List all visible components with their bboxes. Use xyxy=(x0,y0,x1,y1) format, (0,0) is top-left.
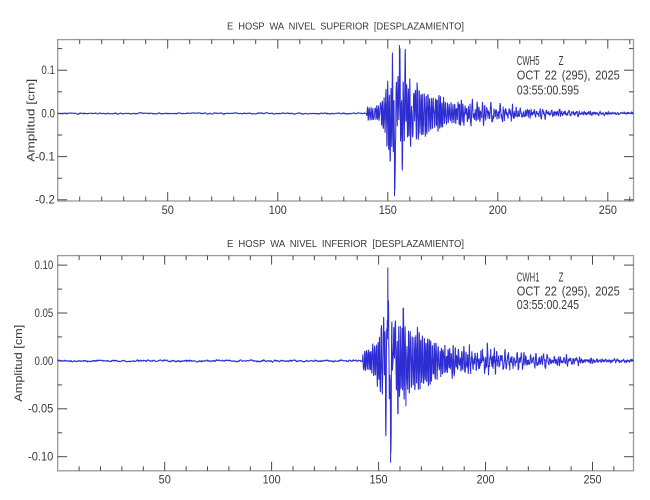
svg-text:250: 250 xyxy=(584,473,602,487)
svg-text:E HOSP WA NIVEL SUPERIOR [DESP: E HOSP WA NIVEL SUPERIOR [DESPLAZAMIENTO… xyxy=(227,22,464,33)
svg-text:150: 150 xyxy=(370,473,388,487)
svg-text:OCT 22 (295), 2025: OCT 22 (295), 2025 xyxy=(517,284,620,298)
svg-text:0.0: 0.0 xyxy=(41,106,55,120)
svg-text:Z: Z xyxy=(559,54,564,68)
svg-text:50: 50 xyxy=(162,203,174,217)
svg-text:150: 150 xyxy=(379,203,397,217)
svg-text:OCT 22 (295), 2025: OCT 22 (295), 2025 xyxy=(517,69,620,83)
svg-text:50: 50 xyxy=(159,473,171,487)
svg-text:0.00: 0.00 xyxy=(35,354,54,368)
svg-text:0.1: 0.1 xyxy=(41,63,55,77)
svg-text:200: 200 xyxy=(477,473,495,487)
svg-text:0.05: 0.05 xyxy=(35,306,54,320)
svg-text:-0.05: -0.05 xyxy=(28,402,54,416)
svg-text:03:55:00.595: 03:55:00.595 xyxy=(517,83,579,97)
svg-text:Amplitud [cm]: Amplitud [cm] xyxy=(26,79,38,162)
svg-text:100: 100 xyxy=(263,473,281,487)
svg-text:Z: Z xyxy=(559,271,564,285)
svg-text:-0.10: -0.10 xyxy=(28,450,54,464)
svg-text:250: 250 xyxy=(599,203,617,217)
svg-text:-0.2: -0.2 xyxy=(35,193,55,207)
svg-text:200: 200 xyxy=(489,203,507,217)
svg-text:CWH1: CWH1 xyxy=(517,271,540,285)
svg-text:Amplitud [cm]: Amplitud [cm] xyxy=(13,325,25,402)
svg-text:100: 100 xyxy=(269,203,287,217)
svg-text:CWH5: CWH5 xyxy=(517,54,540,68)
svg-text:0.10: 0.10 xyxy=(35,258,54,272)
svg-text:-0.1: -0.1 xyxy=(35,150,55,164)
svg-text:03:55:00.245: 03:55:00.245 xyxy=(517,298,579,312)
svg-text:E HOSP WA NIVEL INFERIOR [DESP: E HOSP WA NIVEL INFERIOR [DESPLAZAMIENTO… xyxy=(227,239,464,250)
